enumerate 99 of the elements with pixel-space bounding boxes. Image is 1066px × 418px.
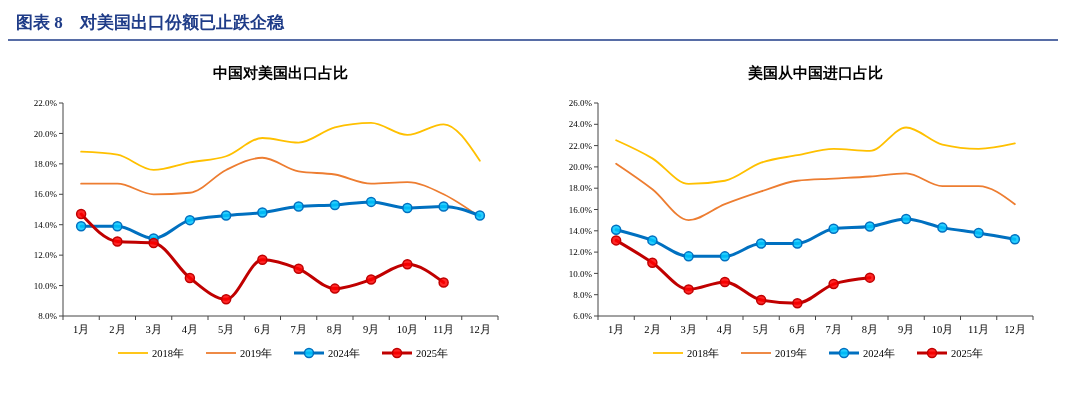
y-tick-label: 6.0%	[573, 311, 593, 322]
point	[937, 222, 948, 233]
y-tick-label: 12.0%	[568, 247, 593, 258]
point	[257, 207, 268, 218]
x-tick-label: 9月	[363, 324, 380, 335]
point	[755, 238, 767, 249]
x-tick-label: 11月	[968, 324, 990, 335]
point	[75, 208, 87, 220]
x-tick-label: 9月	[898, 324, 915, 335]
point	[402, 259, 413, 270]
point	[438, 201, 449, 212]
point	[610, 235, 622, 246]
point	[184, 214, 196, 226]
x-tick-label: 2月	[109, 324, 126, 335]
y-tick-label: 8.0%	[573, 289, 593, 300]
y-tick-label: 16.0%	[568, 204, 593, 215]
point	[683, 284, 694, 295]
x-tick-label: 8月	[326, 324, 343, 335]
x-tick-label: 7月	[290, 324, 307, 335]
x-tick-label: 7月	[825, 324, 842, 335]
x-tick-label: 5月	[218, 324, 235, 335]
y-tick-label: 18.0%	[568, 183, 593, 194]
y-tick-label: 22.0%	[568, 140, 593, 151]
point	[792, 238, 803, 249]
x-tick-label: 6月	[254, 324, 271, 335]
point	[329, 199, 341, 211]
point	[112, 220, 123, 232]
point	[755, 294, 767, 306]
point	[365, 196, 377, 208]
legend-label: 2018年	[152, 347, 184, 359]
legend-label: 2024年	[863, 347, 895, 359]
x-tick-label: 11月	[433, 324, 455, 335]
y-tick-label: 12.0%	[33, 250, 58, 261]
x-tick-label: 3月	[145, 324, 162, 335]
y-tick-label: 10.0%	[568, 268, 593, 279]
y-tick-label: 20.0%	[568, 162, 593, 173]
point	[220, 294, 232, 305]
x-tick-label: 2月	[644, 324, 661, 335]
x-tick-label: 12月	[1004, 324, 1026, 335]
x-tick-label: 4月	[181, 324, 198, 335]
point	[148, 237, 159, 249]
x-tick-label: 10月	[396, 324, 419, 335]
x-tick-label: 8月	[861, 324, 878, 335]
point	[438, 277, 449, 288]
y-tick-label: 14.0%	[568, 225, 593, 236]
point	[792, 297, 803, 309]
x-tick-label: 4月	[716, 324, 733, 335]
x-tick-label: 6月	[789, 324, 806, 335]
legend-label: 2025年	[951, 347, 983, 359]
point	[900, 213, 912, 225]
point	[75, 220, 87, 232]
point	[365, 274, 377, 285]
x-tick-label: 5月	[753, 324, 770, 335]
point	[257, 254, 268, 265]
point	[647, 235, 658, 246]
y-tick-label: 18.0%	[33, 159, 58, 170]
x-tick-label: 10月	[931, 324, 954, 335]
point	[719, 251, 731, 262]
point	[864, 272, 876, 283]
legend-label: 2019年	[775, 347, 807, 359]
chart-subtitle: 美国从中国进口占比	[747, 64, 883, 81]
y-tick-label: 8.0%	[38, 311, 58, 322]
point	[610, 224, 622, 235]
point	[329, 283, 341, 294]
x-tick-label: 1月	[608, 324, 625, 335]
point	[864, 221, 876, 232]
line-series	[80, 121, 481, 171]
x-tick-label: 1月	[73, 324, 90, 335]
point	[828, 278, 839, 290]
y-tick-label: 10.0%	[33, 280, 58, 291]
y-tick-label: 22.0%	[33, 98, 58, 109]
point	[112, 236, 123, 247]
point	[402, 202, 413, 214]
y-tick-label: 16.0%	[33, 189, 58, 200]
chart-subtitle: 中国对美国出口占比	[213, 64, 348, 81]
point	[474, 210, 486, 221]
legend-label: 2024年	[328, 347, 360, 359]
point	[293, 201, 304, 212]
point	[647, 257, 658, 268]
y-tick-label: 24.0%	[568, 119, 593, 130]
x-tick-label: 3月	[680, 324, 697, 335]
point	[184, 272, 196, 284]
chart-title: 图表 8 对美国出口份额已止跌企稳	[16, 13, 285, 32]
legend-label: 2019年	[240, 347, 272, 359]
x-tick-label: 12月	[469, 324, 491, 335]
legend-label: 2018年	[687, 347, 719, 359]
point	[293, 263, 304, 275]
legend-label: 2025年	[416, 347, 448, 359]
point	[1009, 234, 1021, 245]
point	[973, 227, 984, 239]
y-tick-label: 26.0%	[568, 98, 593, 109]
point	[828, 223, 839, 234]
line-series	[615, 162, 1016, 222]
y-tick-label: 20.0%	[33, 128, 58, 139]
line-series	[615, 126, 1016, 185]
point	[683, 251, 694, 262]
point	[220, 210, 232, 221]
y-tick-label: 14.0%	[33, 219, 58, 230]
point	[719, 276, 731, 288]
